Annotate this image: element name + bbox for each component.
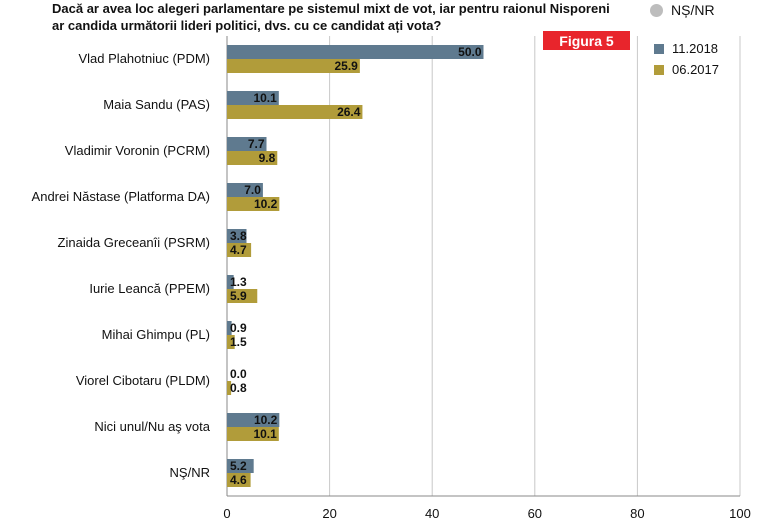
x-tick-label-60: 60: [528, 506, 542, 521]
x-tick-label-100: 100: [729, 506, 751, 521]
nsnr-dot-icon: [650, 3, 663, 17]
value-label-series-1: 3.8: [230, 229, 247, 243]
value-label-series-2: 10.2: [254, 197, 278, 211]
value-label-series-1: 10.1: [253, 91, 277, 105]
figure-badge: Figura 5: [543, 31, 630, 50]
bar-series-1: [227, 229, 247, 243]
bar-series-2: [227, 151, 278, 165]
bar-series-2: [227, 427, 279, 441]
chart-title: Dacă ar avea loc alegeri parlamentare pe…: [52, 1, 610, 33]
value-label-series-2: 4.7: [230, 243, 247, 257]
bar-series-2: [227, 243, 252, 257]
value-label-series-1: 0.0: [230, 367, 247, 381]
value-label-series-2: 25.9: [335, 59, 359, 73]
bar-series-1: [227, 183, 263, 197]
category-label: Mihai Ghimpu (PL): [102, 327, 210, 342]
value-label-series-1: 1.3: [230, 275, 247, 289]
legend-swatch-series-2: [654, 64, 664, 75]
value-label-series-1: 5.2: [230, 459, 247, 473]
value-label-series-1: 7.7: [248, 137, 265, 151]
x-tick-label-40: 40: [425, 506, 439, 521]
category-label: Maia Sandu (PAS): [103, 97, 210, 112]
category-label: Vlad Plahotniuc (PDM): [79, 51, 211, 66]
value-label-series-2: 4.6: [230, 473, 247, 487]
value-label-series-2: 26.4: [337, 105, 361, 119]
value-label-series-1: 0.9: [230, 321, 247, 335]
x-tick-label-80: 80: [630, 506, 644, 521]
value-label-series-2: 10.1: [253, 427, 277, 441]
bar-series-2: [227, 197, 280, 211]
bar-series-1: [227, 137, 267, 151]
x-tick-label-20: 20: [322, 506, 336, 521]
value-label-series-2: 1.5: [230, 335, 247, 349]
nsnr-indicator: NȘ/NR: [650, 2, 715, 18]
value-label-series-2: 5.9: [230, 289, 247, 303]
value-label-series-1: 50.0: [458, 45, 482, 59]
bar-series-1: [227, 45, 484, 59]
legend-item-series-2: 06.2017: [654, 59, 719, 80]
bar-series-1: [227, 91, 279, 105]
bar-series-2: [227, 289, 258, 303]
category-label: Iurie Leancă (PPEM): [89, 281, 210, 296]
value-label-series-2: 0.8: [230, 381, 247, 395]
bar-series-2: [227, 335, 235, 349]
value-label-series-1: 10.2: [254, 413, 278, 427]
legend-label-series-1: 11.2018: [672, 41, 719, 56]
bar-series-1: [227, 459, 254, 473]
category-label: Viorel Cibotaru (PLDM): [76, 373, 210, 388]
category-label: Zinaida Greceanîi (PSRM): [58, 235, 210, 250]
category-label: Vladimir Voronin (PCRM): [65, 143, 210, 158]
legend-item-series-1: 11.2018: [654, 38, 719, 59]
x-tick-label-0: 0: [223, 506, 230, 521]
legend-swatch-series-1: [654, 43, 664, 54]
bar-series-2: [227, 105, 363, 119]
bar-series-2: [227, 381, 232, 395]
category-label: Nici unul/Nu aş vota: [94, 419, 210, 434]
nsnr-label: NȘ/NR: [671, 2, 715, 18]
value-label-series-1: 7.0: [244, 183, 261, 197]
category-label: NŞ/NR: [170, 465, 210, 480]
legend-label-series-2: 06.2017: [672, 62, 719, 77]
chart-legend: 11.2018 06.2017: [654, 38, 719, 80]
value-label-series-2: 9.8: [259, 151, 276, 165]
bar-series-1: [227, 413, 280, 427]
bar-series-2: [227, 59, 360, 73]
category-label: Andrei Năstase (Platforma DA): [32, 189, 210, 204]
bar-series-2: [227, 473, 251, 487]
bar-series-1: [227, 321, 232, 335]
bar-series-1: [227, 275, 234, 289]
